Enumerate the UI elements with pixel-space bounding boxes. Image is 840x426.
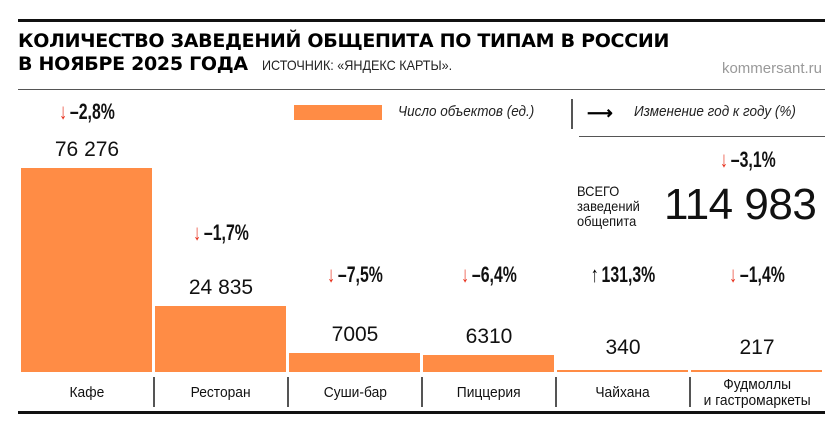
category-text: Чайхана [595,384,651,401]
value-label: 7005 [331,323,379,346]
bar-3 [289,353,420,372]
change-label: ↓ –1,4% [709,262,804,288]
site-credit: kommersant.ru [721,60,822,77]
value-label: 217 [739,336,775,359]
change-value: –6,4% [471,262,517,287]
total-change: ↓ –3,1% [720,147,776,173]
change-label: ↓ –1,7% [173,220,268,246]
down-arrow-icon: ↓ [327,262,336,287]
category-text: Пиццерия [457,384,521,401]
down-arrow-icon: ↓ [720,147,728,172]
bar-1 [21,168,152,372]
category-divider [287,377,289,407]
bar-6 [691,370,822,372]
value-label: 340 [605,336,641,359]
legend-label-change: Изменение год к году (%) [634,103,796,120]
bottom-rule [18,411,825,414]
category-text: Ресторан [190,384,251,401]
category-text: Кафе [69,384,105,401]
change-label: ↑ 131,3% [575,262,670,288]
total-label-line-2: заведений [577,198,640,214]
value-label: 6310 [465,325,513,348]
title-line-1: КОЛИЧЕСТВО ЗАВЕДЕНИЙ ОБЩЕПИТА ПО ТИПАМ В… [18,30,670,52]
category-label: Фудмоллы и гастромаркеты [691,377,823,409]
category-label: Ресторан [155,377,287,409]
change-value: –1,7% [203,220,249,245]
bar-4 [423,355,554,372]
change-value: –7,5% [337,262,383,287]
category-text: Фудмоллы и гастромаркеты [703,376,811,409]
category-divider [555,377,557,407]
legend-swatch-count [294,105,382,120]
up-arrow-icon: ↑ [590,262,599,287]
change-label: ↓ –7,5% [307,262,402,288]
down-arrow-icon: ↓ [461,262,470,287]
category-label: Кафе [21,377,153,409]
header-separator [18,89,825,90]
title-line-2: В НОЯБРЕ 2025 ГОДА [18,53,248,75]
total-change-value: –3,1% [730,147,776,172]
total-label-line-3: общепита [577,213,637,229]
category-divider [153,377,155,407]
category-label: Пиццерия [423,377,555,409]
change-value: 131,3% [601,262,656,287]
legend-underline [579,136,825,137]
top-rule [18,19,825,22]
down-arrow-icon: ↓ [729,262,738,287]
category-text: Суши-бар [323,384,387,401]
category-label: Суши-бар [289,377,421,409]
change-label: ↓ –2,8% [39,99,134,125]
source-note: ИСТОЧНИК: «ЯНДЕКС КАРТЫ». [261,57,452,73]
legend-arrow-icon: ⟶ [587,103,613,123]
change-value: –1,4% [739,262,785,287]
category-label: Чайхана [557,377,689,409]
chart-title: КОЛИЧЕСТВО ЗАВЕДЕНИЙ ОБЩЕПИТА ПО ТИПАМ В… [18,30,669,77]
value-label: 76 276 [54,138,120,161]
change-label: ↓ –6,4% [441,262,536,288]
category-divider [689,377,691,407]
change-value: –2,8% [69,99,115,124]
bar-2 [155,306,286,372]
down-arrow-icon: ↓ [59,99,68,124]
category-divider [421,377,423,407]
legend-divider [571,99,573,129]
down-arrow-icon: ↓ [193,220,202,245]
title-line-2-row: В НОЯБРЕ 2025 ГОДА ИСТОЧНИК: «ЯНДЕКС КАРТ… [18,53,669,77]
total-value: 114 983 [664,180,817,229]
total-label: ВСЕГО заведений общепита [577,184,640,229]
legend-label-count: Число объектов (ед.) [398,103,535,120]
total-label-line-1: ВСЕГО [577,183,620,199]
value-label: 24 835 [188,276,254,299]
bar-5 [557,370,688,372]
